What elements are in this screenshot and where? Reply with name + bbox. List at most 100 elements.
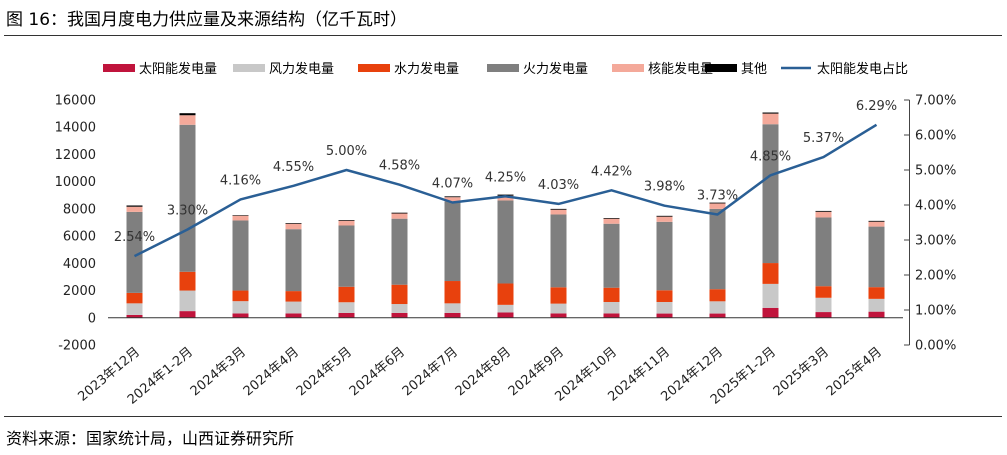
bar-segment xyxy=(709,289,726,302)
bar-segment xyxy=(709,313,726,318)
bar-segment xyxy=(391,304,408,313)
bar-segment xyxy=(444,197,461,202)
legend-label: 核能发电量 xyxy=(648,61,713,77)
legend-label: 火力发电量 xyxy=(523,61,588,77)
legend-swatch xyxy=(705,64,737,72)
bar-segment xyxy=(868,220,885,222)
bar-segment xyxy=(497,283,514,305)
bar-segment xyxy=(444,196,461,198)
line-data-label: 4.07% xyxy=(432,177,473,192)
bar-segment xyxy=(338,220,355,226)
y-left-tick-label: 0 xyxy=(88,311,96,326)
bar-segment xyxy=(338,286,355,303)
bar-stack xyxy=(550,208,567,318)
bar-segment xyxy=(656,216,673,222)
y-right-tick-label: 6.00% xyxy=(915,129,956,144)
y-right-tick-label: 3.00% xyxy=(915,234,956,249)
y-left-tick-label: -2000 xyxy=(58,339,96,354)
bar-segment xyxy=(550,313,567,318)
bar-segment xyxy=(603,313,620,318)
line-data-label: 5.00% xyxy=(326,144,367,159)
bar-segment xyxy=(656,301,673,314)
bar-stack xyxy=(391,212,408,318)
bar-segment xyxy=(285,229,302,292)
bar-segment xyxy=(232,220,249,291)
bar-segment xyxy=(179,113,196,116)
bar-stack xyxy=(338,220,355,318)
line-data-label: 6.29% xyxy=(856,99,897,114)
bar-segment xyxy=(338,225,355,287)
legend-label: 太阳能发电量 xyxy=(139,61,217,77)
bar-segment xyxy=(603,218,620,219)
bar-stack xyxy=(709,202,726,318)
bar-segment xyxy=(285,291,302,302)
bar-segment xyxy=(868,287,885,299)
bar-segment xyxy=(126,211,143,293)
y-left-tick-label: 16000 xyxy=(55,94,96,109)
bar-segment xyxy=(232,313,249,318)
bar-segment xyxy=(444,312,461,318)
bar-segment xyxy=(815,297,832,313)
bar-segment xyxy=(868,221,885,227)
y-right-tick-label: 7.00% xyxy=(915,94,956,109)
bar-segment xyxy=(550,303,567,314)
bar-segment xyxy=(338,312,355,318)
bar-stack xyxy=(868,220,885,318)
y-right-tick-label: 0.00% xyxy=(915,339,956,354)
bar-segment xyxy=(603,223,620,288)
bar-segment xyxy=(815,211,832,218)
bar-stack xyxy=(444,196,461,318)
line-data-label: 2.54% xyxy=(114,230,155,245)
line-data-label: 4.42% xyxy=(591,164,632,179)
x-axis: 2023年12月2024年1-2月2024年3月2024年4月2024年5月20… xyxy=(75,317,903,408)
bar-segment xyxy=(709,301,726,314)
bar-segment xyxy=(126,292,143,304)
x-tick-label: 2025年4月 xyxy=(824,345,885,400)
line-data-label: 5.37% xyxy=(803,131,844,146)
bar-segment xyxy=(391,312,408,318)
x-tick-label: 2024年3月 xyxy=(188,345,249,400)
line-data-label: 4.55% xyxy=(273,160,314,175)
line-path xyxy=(133,123,878,258)
legend-label: 风力发电量 xyxy=(269,61,334,77)
bar-segment xyxy=(497,195,514,201)
bar-segment xyxy=(179,115,196,125)
bar-segment xyxy=(815,286,832,298)
bar-stack xyxy=(126,205,143,318)
bar-segment xyxy=(656,313,673,318)
bar-segment xyxy=(762,263,779,284)
bar-segment xyxy=(815,217,832,287)
y-left-tick-label: 2000 xyxy=(63,284,96,299)
y-left-tick-label: 6000 xyxy=(63,230,96,245)
bar-segment xyxy=(656,215,673,217)
bar-segment xyxy=(444,201,461,282)
bar-segment xyxy=(709,202,726,204)
legend-swatch xyxy=(358,64,390,72)
legend: 太阳能发电量 风力发电量 水力发电量 火力发电量 核能发电量 其他 太阳能发电占比 xyxy=(103,61,908,77)
bar-segment xyxy=(603,287,620,302)
y-right-tick-label: 2.00% xyxy=(915,269,956,284)
x-tick-label: 2024年8月 xyxy=(453,345,514,400)
bar-stacks xyxy=(126,112,885,318)
legend-label: 太阳能发电占比 xyxy=(817,61,908,77)
bar-segment xyxy=(815,210,832,212)
bar-segment xyxy=(179,311,196,318)
bar-stack xyxy=(232,215,249,318)
legend-swatch xyxy=(487,64,519,72)
bar-segment xyxy=(550,209,567,215)
bar-segment xyxy=(497,304,514,313)
y-left-tick-label: 14000 xyxy=(55,121,96,136)
bar-segment xyxy=(497,200,514,284)
bar-segment xyxy=(232,215,249,221)
bar-segment xyxy=(497,312,514,318)
y-left-tick-label: 8000 xyxy=(63,202,96,217)
top-rule xyxy=(4,35,1002,36)
y-right-tick-label: 5.00% xyxy=(915,164,956,179)
x-tick-label: 2024年6月 xyxy=(347,345,408,400)
bar-segment xyxy=(232,215,249,216)
bar-segment xyxy=(126,206,143,212)
figure-title: 图 16：我国月度电力供应量及来源结构（亿千瓦时） xyxy=(6,10,408,30)
bar-segment xyxy=(126,303,143,315)
bar-segment xyxy=(444,281,461,304)
